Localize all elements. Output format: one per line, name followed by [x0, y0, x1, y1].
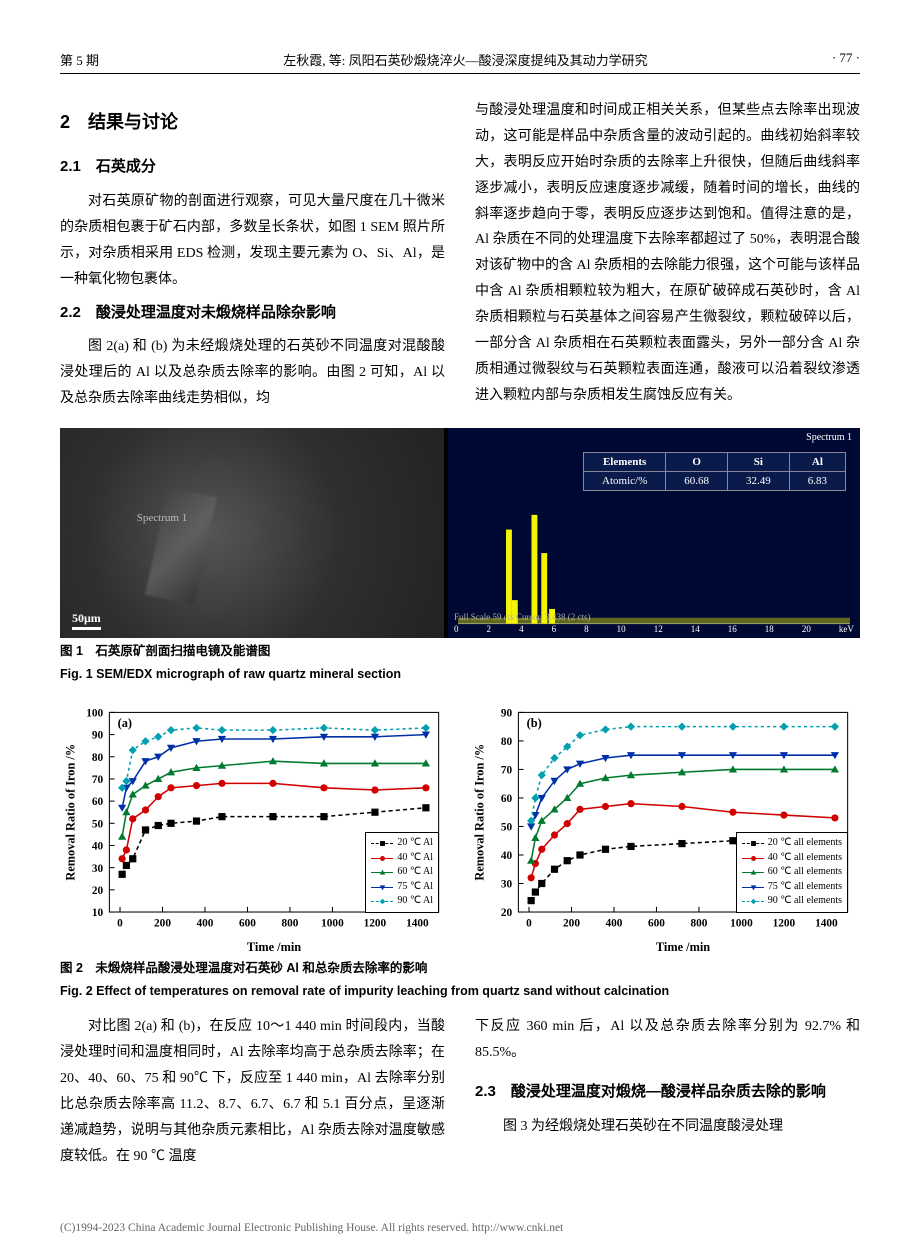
section-2-2-title: 2.2 酸浸处理温度对未煅烧样品除杂影响	[60, 299, 445, 327]
chart-a: 1020304050607080901000200400600800100012…	[60, 698, 451, 955]
running-title: 左秋霞, 等: 凤阳石英砂煅烧淬火—酸浸深度提纯及其动力学研究	[283, 50, 647, 69]
after-fig2-left: 对比图 2(a) 和 (b)，在反应 10～1 440 min 时间段内，当酸浸…	[60, 1014, 445, 1169]
svg-text:20: 20	[501, 907, 513, 919]
eds-th: Al	[789, 453, 845, 472]
svg-text:600: 600	[648, 917, 665, 929]
svg-text:Time /min: Time /min	[656, 940, 710, 954]
eds-spectrum-svg	[458, 508, 850, 626]
eds-td: 60.68	[666, 472, 728, 491]
eds-header-row: Elements O Si Al	[584, 453, 846, 472]
svg-text:800: 800	[690, 917, 707, 929]
svg-text:1200: 1200	[364, 917, 387, 929]
svg-text:1400: 1400	[815, 917, 838, 929]
svg-text:1400: 1400	[406, 917, 429, 929]
top-columns: 2 结果与讨论 2.1 石英成分 对石英原矿物的剖面进行观察，可见大量尺度在几十…	[60, 98, 860, 414]
svg-text:Removal Ratio of Iron /%: Removal Ratio of Iron /%	[472, 743, 486, 880]
fig1-cap-cn-text: 图 1 石英原矿剖面扫描电镜及能谱图	[60, 644, 270, 658]
eds-td: Atomic/%	[584, 472, 666, 491]
fig2-cap-cn-text: 图 2 未煅烧样品酸浸处理温度对石英砂 Al 和总杂质去除率的影响	[60, 961, 427, 975]
eds-scale-text: Full Scale 59 cts Cursor: 3.438 (2 cts)	[454, 612, 591, 622]
svg-text:20: 20	[92, 884, 104, 896]
svg-text:10: 10	[92, 907, 104, 919]
bottom-columns: 对比图 2(a) 和 (b)，在反应 10～1 440 min 时间段内，当酸浸…	[60, 1014, 860, 1171]
svg-text:90: 90	[92, 729, 104, 741]
fig1-caption-cn: 图 1 石英原矿剖面扫描电镜及能谱图	[60, 642, 860, 661]
svg-text:(b): (b)	[527, 715, 542, 729]
eds-table: Elements O Si Al Atomic/% 60.68 32.49 6.…	[583, 452, 846, 491]
charts-row: 1020304050607080901000200400600800100012…	[60, 698, 860, 955]
running-header: 第 5 期 左秋霞, 等: 凤阳石英砂煅烧淬火—酸浸深度提纯及其动力学研究 · …	[60, 50, 860, 74]
figure-1: Spectrum 1 50μm Spectrum 1 Elements O Si…	[60, 428, 860, 684]
svg-text:100: 100	[86, 707, 103, 719]
issue-label: 第 5 期	[60, 50, 99, 69]
svg-text:30: 30	[92, 862, 104, 874]
section-2-1-title: 2.1 石英成分	[60, 153, 445, 181]
svg-text:Removal Ratio of Iron /%: Removal Ratio of Iron /%	[63, 743, 77, 880]
eds-panel: Spectrum 1 Elements O Si Al Atomic/% 60.…	[448, 428, 860, 638]
section-2-3-title: 2.3 酸浸处理温度对煅烧—酸浸样品杂质去除的影响	[475, 1078, 860, 1106]
eds-th: Elements	[584, 453, 666, 472]
spectrum-marker: Spectrum 1	[137, 512, 187, 524]
bottom-left-col: 对比图 2(a) 和 (b)，在反应 10～1 440 min 时间段内，当酸浸…	[60, 1014, 445, 1171]
fig2-caption-en: Fig. 2 Effect of temperatures on removal…	[60, 982, 860, 1001]
sem-placeholder	[60, 428, 444, 638]
svg-text:600: 600	[239, 917, 256, 929]
svg-text:1200: 1200	[773, 917, 796, 929]
svg-text:80: 80	[92, 751, 104, 763]
bottom-right-col: 下反应 360 min 后，Al 以及总杂质去除率分别为 92.7% 和 85.…	[475, 1014, 860, 1171]
chart-b: 20 30 40 50 60 70 80 90 0 200 400 600 800 1000 1200 140…	[469, 698, 860, 955]
svg-text:400: 400	[606, 917, 623, 929]
svg-text:40: 40	[92, 840, 104, 852]
svg-text:200: 200	[154, 917, 171, 929]
sec21-p1: 对石英原矿物的剖面进行观察，可见大量尺度在几十微米的杂质相包裹于矿石内部，多数呈…	[60, 189, 445, 293]
eds-th: Si	[728, 453, 790, 472]
figure-2: 1020304050607080901000200400600800100012…	[60, 698, 860, 1001]
sem-image: Spectrum 1 50μm	[60, 428, 444, 638]
svg-text:70: 70	[92, 774, 104, 786]
svg-text:60: 60	[92, 796, 104, 808]
eds-spectrum-label: Spectrum 1	[806, 432, 852, 443]
eds-data-row: Atomic/% 60.68 32.49 6.83	[584, 472, 846, 491]
svg-text:50: 50	[501, 821, 513, 833]
scale-bar: 50μm	[72, 611, 101, 630]
svg-text:400: 400	[197, 917, 214, 929]
after-fig2-right1: 下反应 360 min 后，Al 以及总杂质去除率分别为 92.7% 和 85.…	[475, 1014, 860, 1066]
eds-x-axis: 02468101214161820keV	[454, 624, 854, 634]
figure-1-panels: Spectrum 1 50μm Spectrum 1 Elements O Si…	[60, 428, 860, 638]
svg-text:800: 800	[281, 917, 298, 929]
svg-text:30: 30	[501, 878, 513, 890]
left-column: 2 结果与讨论 2.1 石英成分 对石英原矿物的剖面进行观察，可见大量尺度在几十…	[60, 98, 445, 414]
page-number: · 77 ·	[832, 50, 860, 69]
eds-td: 6.83	[789, 472, 845, 491]
fig2-caption-cn: 图 2 未煅烧样品酸浸处理温度对石英砂 Al 和总杂质去除率的影响	[60, 959, 860, 978]
right-column: 与酸浸处理温度和时间成正相关关系，但某些点去除率出现波动，这可能是样品中杂质含量…	[475, 98, 860, 414]
svg-text:70: 70	[501, 764, 513, 776]
page: 第 5 期 左秋霞, 等: 凤阳石英砂煅烧淬火—酸浸深度提纯及其动力学研究 · …	[0, 0, 920, 1212]
svg-text:80: 80	[501, 736, 513, 748]
fig1-cap-en-text: Fig. 1 SEM/EDX micrograph of raw quartz …	[60, 667, 401, 681]
svg-text:1000: 1000	[730, 917, 753, 929]
fig2-cap-en-text: Fig. 2 Effect of temperatures on removal…	[60, 984, 669, 998]
sec22-p1: 图 2(a) 和 (b) 为未经煅烧处理的石英砂不同温度对混酸酸浸处理后的 Al…	[60, 334, 445, 412]
svg-text:(a): (a)	[118, 715, 132, 729]
svg-text:Time /min: Time /min	[247, 940, 301, 954]
svg-text:40: 40	[501, 850, 513, 862]
svg-text:60: 60	[501, 793, 513, 805]
svg-text:1000: 1000	[321, 917, 344, 929]
svg-text:200: 200	[563, 917, 580, 929]
sec22-p2: 与酸浸处理温度和时间成正相关关系，但某些点去除率出现波动，这可能是样品中杂质含量…	[475, 98, 860, 409]
eds-th: O	[666, 453, 728, 472]
eds-td: 32.49	[728, 472, 790, 491]
svg-text:90: 90	[501, 707, 513, 719]
svg-text:50: 50	[92, 818, 104, 830]
svg-text:0: 0	[117, 917, 123, 929]
svg-text:0: 0	[526, 917, 532, 929]
sec23-p1: 图 3 为经煅烧处理石英砂在不同温度酸浸处理	[475, 1114, 860, 1140]
section-2-title: 2 结果与讨论	[60, 106, 445, 139]
fig1-caption-en: Fig. 1 SEM/EDX micrograph of raw quartz …	[60, 665, 860, 684]
page-footer: (C)1994-2023 China Academic Journal Elec…	[0, 1212, 920, 1248]
